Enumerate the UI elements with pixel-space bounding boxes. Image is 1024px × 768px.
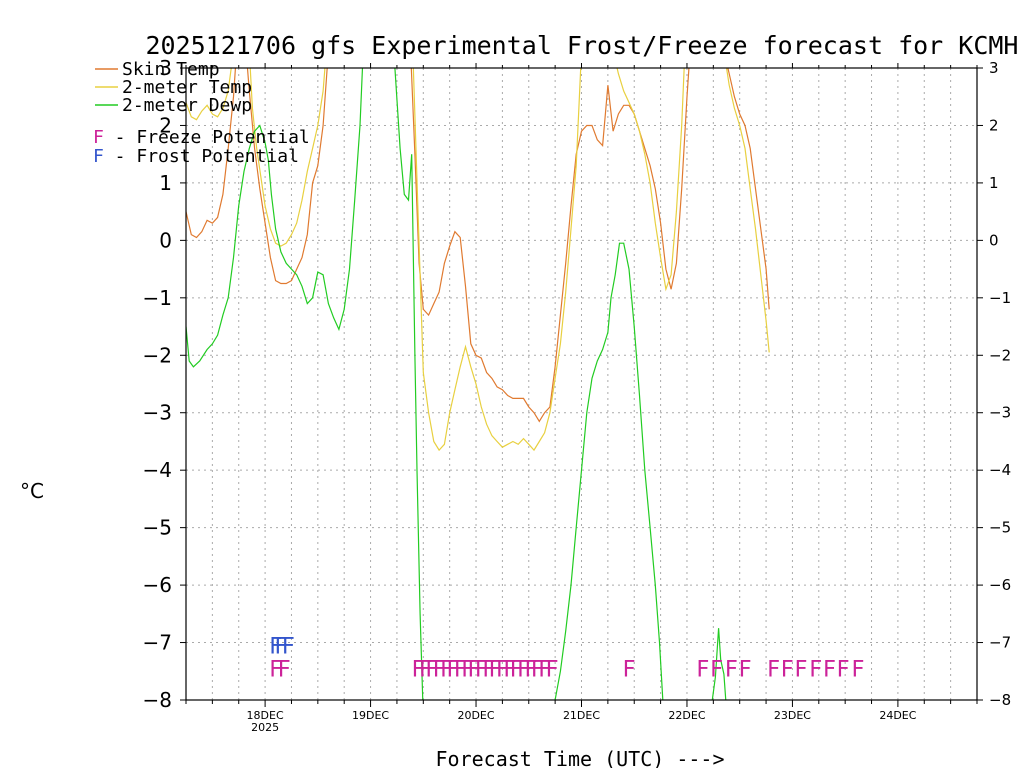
x-tick-label: 19DEC [352,709,389,722]
grid-lines [185,68,978,700]
freeze-flag: F [509,657,522,682]
y-tick-label-right: −2 [989,346,1011,364]
freeze-flag: F [419,657,432,682]
x-axis-label: Forecast Time (UTC) ---> [436,747,725,768]
legend-label: 2-meter Temp [122,77,252,98]
y-tick-label-left: −1 [143,286,172,310]
y-tick-label-left: −7 [143,631,172,655]
freeze-flag: F [794,657,807,682]
freeze-flag: F [496,657,509,682]
x-tick-label: 21DEC [563,709,600,722]
x-tick-label: 24DEC [879,709,916,722]
y-tick-label-left: 0 [159,228,172,252]
freeze-flag: F [488,657,501,682]
y-tick-label-left: 2 [159,113,172,137]
freeze-flag: F [622,657,635,682]
y-tick-label-left: −4 [143,458,172,482]
freeze-flag: F [781,657,794,682]
series-2-meter-temp [186,68,770,452]
freeze-flag: F [475,657,488,682]
y-tick-label-right: −4 [989,461,1011,479]
freeze-flag: F [440,657,453,682]
freeze-flag: F [503,657,516,682]
freeze-flag: F [411,657,424,682]
legend-flag-text: - Frost Potential [104,146,299,167]
legend-flag-text: - Freeze Potential [104,127,310,148]
x-tick-label: 23DEC [774,709,811,722]
freeze-flag: F [467,657,480,682]
freeze-flag: F [538,657,551,682]
x-tick-year-label: 2025 [251,721,279,734]
freeze-flag: F [767,657,780,682]
x-tick-label: 20DEC [457,709,494,722]
chart-title: 2025121706 gfs Experimental Frost/Freeze… [146,31,1019,60]
x-tick-label: 22DEC [668,709,705,722]
series-2-meter-dewp [186,68,727,700]
legend-flag-entry: F - Freeze Potential [93,127,310,148]
frost-flag: F [269,634,282,659]
y-tick-label-right: −8 [989,691,1011,709]
freeze-flag: F [461,657,474,682]
y-tick-label-right: −7 [989,634,1011,652]
freeze-flag: F [482,657,495,682]
legend-label: Skin Temp [122,59,220,80]
freeze-flag: F [851,657,864,682]
plot-frame [185,67,978,701]
y-tick-label-right: 0 [989,231,999,249]
freeze-flag: F [809,657,822,682]
freeze-flag: F [524,657,537,682]
y-tick-label-left: −6 [143,573,172,597]
freeze-flag: F [277,657,290,682]
legend-flag-letter: F [93,127,104,148]
freeze-flag: F [710,657,723,682]
y-tick-label-left: 3 [159,56,172,80]
legend-flag-letter: F [93,146,104,167]
y-tick-label-right: 1 [989,174,999,192]
series-lines [186,68,770,700]
freeze-flag: F [823,657,836,682]
y-tick-label-left: −8 [143,688,172,712]
freeze-flag: F [425,657,438,682]
y-axis-unit-label: °C [20,479,44,503]
x-tick-label: 18DEC [247,709,284,722]
y-tick-label-right: −3 [989,404,1011,422]
y-tick-label-left: −3 [143,401,172,425]
freeze-flag: F [269,657,282,682]
axis-ticks: 3 3 2 2 1 1 0 0 −1 −1 −2 −2 −3 −3 −4 −4 −5 −5 −6 −6 −7 −7 −8 −8… [143,56,1012,734]
y-tick-label-left: −5 [143,516,172,540]
y-tick-label-right: −5 [989,519,1011,537]
freeze-flag: F [432,657,445,682]
y-tick-label-right: −6 [989,576,1011,594]
y-tick-label-right: 2 [989,116,999,134]
freeze-flag: F [454,657,467,682]
freeze-flag: F [545,657,558,682]
y-tick-label-right: −1 [989,289,1011,307]
frost-flag: F [282,634,295,659]
freeze-flag: F [738,657,751,682]
y-tick-label-left: 1 [159,171,172,195]
y-tick-label-left: −2 [143,343,172,367]
freeze-flag: F [696,657,709,682]
frost-flag: F [274,634,287,659]
freeze-flag: F [446,657,459,682]
freeze-flag: F [517,657,530,682]
y-tick-label-right: 3 [989,59,999,77]
series-skin-temp [186,68,770,423]
legend-flag-entry: F - Frost Potential [93,146,299,167]
legend-label: 2-meter Dewp [122,95,252,116]
freeze-flag: F [725,657,738,682]
freeze-flag: F [836,657,849,682]
freeze-flag: F [531,657,544,682]
